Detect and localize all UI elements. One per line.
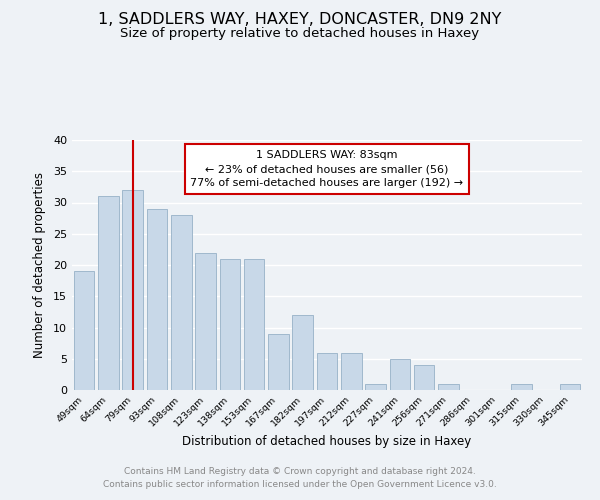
Bar (511, 384, 532, 390)
Bar (438, 384, 459, 390)
Bar (74, 271, 94, 390)
Text: 1 SADDLERS WAY: 83sqm
← 23% of detached houses are smaller (56)
77% of semi-deta: 1 SADDLERS WAY: 83sqm ← 23% of detached … (190, 150, 464, 188)
Bar (389, 359, 410, 390)
Text: 1, SADDLERS WAY, HAXEY, DONCASTER, DN9 2NY: 1, SADDLERS WAY, HAXEY, DONCASTER, DN9 2… (98, 12, 502, 28)
Bar (220, 259, 240, 390)
Bar (244, 259, 265, 390)
Bar (341, 352, 362, 390)
Bar (146, 209, 167, 390)
X-axis label: Distribution of detached houses by size in Haxey: Distribution of detached houses by size … (182, 436, 472, 448)
Text: Size of property relative to detached houses in Haxey: Size of property relative to detached ho… (121, 28, 479, 40)
Bar (268, 334, 289, 390)
Bar (365, 384, 386, 390)
Bar (98, 196, 119, 390)
Bar (195, 252, 216, 390)
Y-axis label: Number of detached properties: Number of detached properties (33, 172, 46, 358)
Bar (171, 215, 191, 390)
Bar (414, 365, 434, 390)
Text: Contains public sector information licensed under the Open Government Licence v3: Contains public sector information licen… (103, 480, 497, 489)
Bar (560, 384, 580, 390)
Bar (122, 190, 143, 390)
Bar (317, 352, 337, 390)
Text: Contains HM Land Registry data © Crown copyright and database right 2024.: Contains HM Land Registry data © Crown c… (124, 467, 476, 476)
Bar (292, 315, 313, 390)
